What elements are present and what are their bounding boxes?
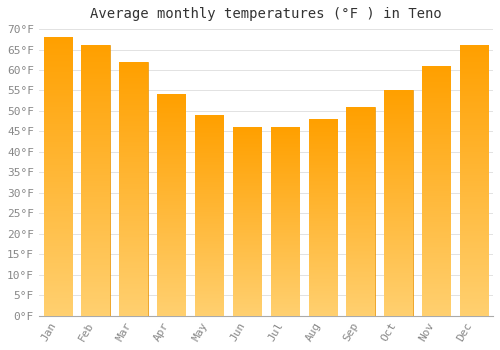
Bar [157, 94, 186, 316]
Bar [270, 127, 299, 316]
Bar [195, 115, 224, 316]
Bar [82, 46, 110, 316]
Bar [119, 62, 148, 316]
Bar [422, 66, 450, 316]
Bar [308, 119, 337, 316]
Title: Average monthly temperatures (°F ) in Teno: Average monthly temperatures (°F ) in Te… [90, 7, 442, 21]
Bar [460, 46, 488, 316]
Bar [346, 107, 375, 316]
Bar [233, 127, 261, 316]
Bar [44, 37, 72, 316]
Bar [384, 90, 412, 316]
